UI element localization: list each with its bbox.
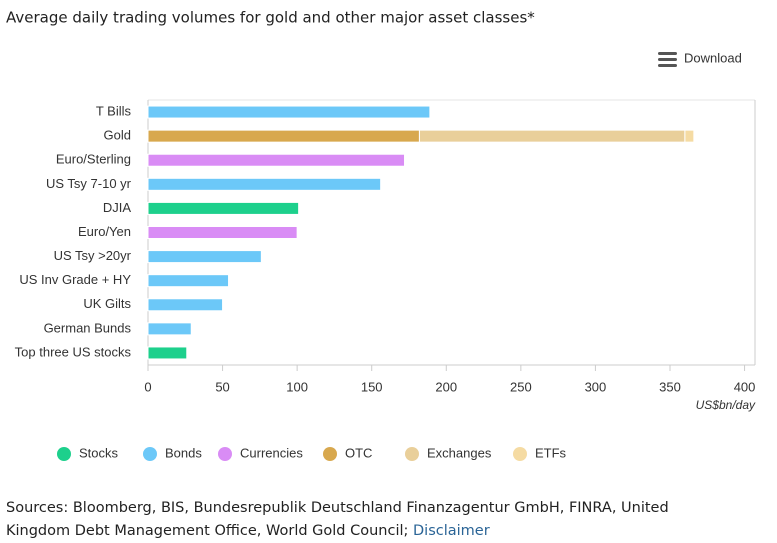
bar [147,153,406,167]
y-tick-label: Euro/Sterling [56,152,131,167]
y-tick-label: DJIA [103,200,132,215]
x-axis-label: US$bn/day [696,398,756,412]
bar [418,129,686,143]
bar [147,346,188,360]
legend-label: Currencies [240,445,303,460]
chart-title: Average daily trading volumes for gold a… [6,9,535,27]
x-tick-label: 100 [286,379,308,394]
legend-label: Bonds [165,445,202,460]
legend-label: OTC [345,445,372,460]
legend-label: Exchanges [427,445,492,460]
y-tick-label: US Inv Grade + HY [19,272,131,287]
x-tick-label: 0 [144,379,151,394]
legend-marker [405,447,419,461]
source-text: Sources: Bloomberg, BIS, Bundesrepublik … [6,500,669,539]
legend-marker [323,447,337,461]
download-label[interactable]: Download [684,50,742,65]
x-tick-label: 150 [361,379,383,394]
y-tick-label: Gold [104,128,131,143]
x-tick-label: 300 [585,379,607,394]
x-tick-label: 400 [734,379,756,394]
bar [147,129,420,143]
bar [147,298,224,312]
y-tick-label: UK Gilts [83,296,131,311]
bar [147,250,262,264]
legend-marker [57,447,71,461]
y-tick-label: German Bunds [44,320,132,335]
legend-label: ETFs [535,445,567,460]
legend-marker [218,447,232,461]
x-tick-label: 200 [435,379,457,394]
x-tick-label: 350 [659,379,681,394]
x-tick-label: 50 [215,379,229,394]
y-tick-label: US Tsy 7-10 yr [46,176,132,191]
sources: Sources: Bloomberg, BIS, Bundesrepublik … [6,497,726,543]
legend-marker [143,447,157,461]
download-button[interactable]: Download [658,50,742,67]
disclaimer-link[interactable]: Disclaimer [413,523,490,539]
menu-icon [658,52,677,55]
x-tick-label: 250 [510,379,532,394]
legend-marker [513,447,527,461]
bar [684,129,695,143]
menu-icon [658,58,677,61]
bar [147,226,298,239]
menu-icon [658,64,677,67]
bar [147,177,382,191]
y-tick-label: US Tsy >20yr [54,248,132,263]
y-tick-label: Top three US stocks [15,344,132,359]
y-tick-label: Euro/Yen [78,224,131,239]
legend-label: Stocks [79,445,119,460]
y-tick-label: T Bills [96,103,132,118]
bar [147,274,230,288]
bar [147,201,300,215]
bar [147,105,431,119]
bar [147,322,192,336]
chart: Average daily trading volumes for gold a… [6,9,756,461]
